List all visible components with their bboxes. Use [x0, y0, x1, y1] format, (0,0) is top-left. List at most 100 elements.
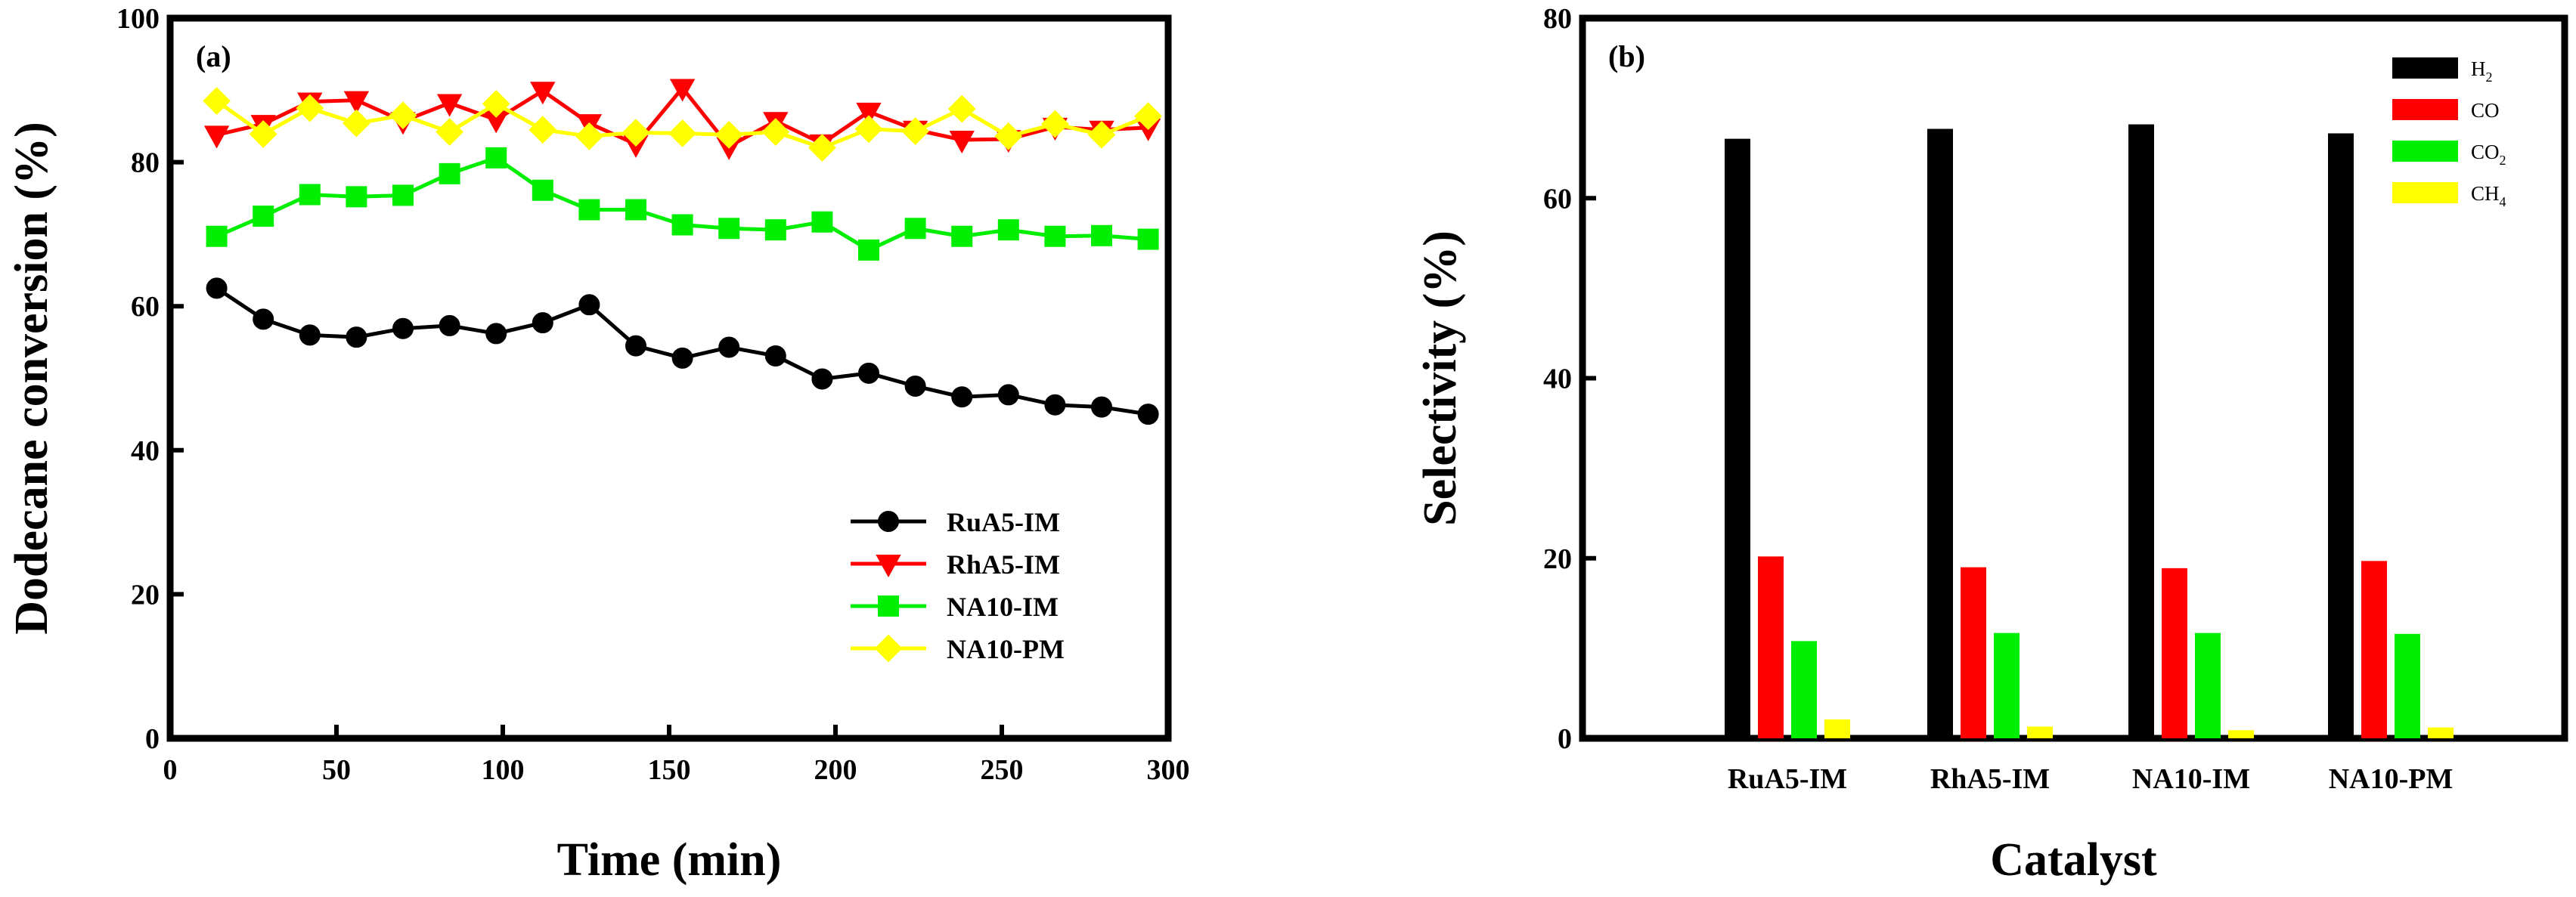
y-tick-label: 80: [131, 147, 160, 179]
data-point-rua5-im: [206, 277, 228, 299]
x-tick-label: 250: [981, 754, 1024, 786]
data-point-rua5-im: [764, 345, 786, 367]
data-point-na10-pm: [1134, 102, 1163, 131]
data-point-rua5-im: [1044, 394, 1066, 416]
data-point-rha5-im: [856, 102, 882, 125]
bar-rua5-im-h2: [1725, 138, 1750, 738]
y-tick-label: 60: [1543, 183, 1572, 215]
category-label-rha5-im: RhA5-IM: [1930, 763, 2050, 795]
bar-na10-im-ch4: [2228, 730, 2254, 738]
category-label-rua5-im: RuA5-IM: [1728, 763, 1847, 795]
y-tick-label: 20: [1543, 543, 1572, 575]
legend-label-na10-pm: NA10-PM: [947, 634, 1065, 664]
data-point-na10-im: [997, 219, 1019, 241]
data-point-rua5-im: [485, 323, 507, 345]
legend-label-rua5-im: RuA5-IM: [947, 507, 1060, 537]
data-point-na10-pm: [482, 89, 510, 118]
legend-swatch-co2: [2392, 141, 2458, 162]
data-point-na10-im: [206, 225, 228, 247]
data-point-na10-im: [346, 186, 367, 208]
data-point-rua5-im: [1137, 404, 1159, 425]
data-point-na10-im: [532, 179, 553, 201]
data-point-na10-im: [253, 206, 274, 227]
data-point-na10-im: [1137, 228, 1159, 250]
data-point-na10-im: [764, 219, 786, 241]
x-tick-label: 0: [163, 754, 178, 786]
data-point-na10-pm: [901, 117, 930, 146]
y-tick-label: 100: [116, 3, 160, 35]
x-axis-title: Catalyst: [1990, 834, 2157, 886]
legend-swatch-ch4: [2392, 182, 2458, 203]
legend-label-co: CO: [2471, 99, 2500, 122]
data-point-na10-im: [578, 199, 600, 221]
legend-label-co2: CO2: [2471, 141, 2506, 168]
data-point-na10-pm: [1040, 110, 1069, 138]
data-point-na10-im: [485, 147, 507, 169]
data-point-na10-im: [1091, 224, 1112, 246]
data-point-rua5-im: [392, 317, 414, 339]
data-point-na10-im: [439, 162, 460, 184]
legend-label-na10-im: NA10-IM: [947, 592, 1059, 622]
data-point-rua5-im: [904, 375, 926, 397]
bar-na10-im-co: [2162, 568, 2187, 738]
bar-na10-im-h2: [2128, 124, 2154, 738]
legend-swatch-co: [2392, 99, 2458, 120]
data-point-na10-im: [671, 214, 693, 236]
x-axis-title: Time (min): [557, 834, 782, 886]
legend-marker-na10-im: [878, 595, 899, 617]
x-tick-label: 150: [648, 754, 691, 786]
bar-na10-im-co2: [2195, 633, 2221, 738]
data-point-na10-pm: [854, 115, 883, 144]
data-point-rua5-im: [811, 368, 833, 390]
data-point-rua5-im: [951, 386, 973, 408]
data-point-na10-im: [858, 239, 879, 261]
data-point-rua5-im: [997, 384, 1019, 406]
legend-marker-rua5-im: [878, 511, 899, 532]
y-axis-title: Selectivity (%): [1415, 230, 1466, 526]
x-tick-label: 200: [814, 754, 857, 786]
bar-rua5-im-co2: [1791, 641, 1817, 738]
x-tick-label: 300: [1147, 754, 1190, 786]
data-point-na10-pm: [296, 94, 324, 122]
data-point-na10-pm: [389, 101, 417, 130]
bar-rua5-im-ch4: [1824, 719, 1850, 738]
legend-swatch-h2: [2392, 57, 2458, 79]
panel-a-line-chart: 0 50 100 150 200 250 300 0 20 40 60 80 100 Time (min)…: [6, 3, 1190, 886]
series-na10-im: [206, 147, 1159, 261]
data-point-rua5-im: [1091, 396, 1112, 418]
legend-label-rha5-im: RhA5-IM: [947, 549, 1060, 580]
data-point-rha5-im: [203, 125, 230, 149]
data-point-na10-im: [811, 211, 833, 233]
y-tick-label: 40: [1543, 363, 1572, 395]
bar-na10-pm-co: [2361, 561, 2387, 738]
data-point-na10-pm: [436, 118, 464, 146]
data-point-na10-pm: [249, 120, 277, 148]
data-point-na10-im: [904, 218, 926, 240]
data-point-rha5-im: [436, 94, 463, 117]
panel-b-bar-chart: 0 20 40 60 80 RuA5-IM RhA5-IM NA10-IM NA10-PM Cat…: [1415, 3, 2568, 886]
data-point-na10-im: [718, 218, 740, 240]
data-point-na10-pm: [947, 94, 976, 123]
bar-na10-pm-co2: [2395, 633, 2420, 738]
category-label-na10-im: NA10-IM: [2132, 763, 2250, 795]
series-na10-pm: [203, 87, 1163, 162]
data-point-na10-im: [299, 184, 321, 206]
data-point-rua5-im: [858, 362, 879, 384]
data-point-na10-im: [1044, 225, 1066, 247]
legend: RuA5-IM RhA5-IM NA10-IM NA10-PM: [851, 507, 1065, 664]
data-point-rua5-im: [532, 312, 553, 334]
data-point-na10-im: [951, 225, 973, 247]
data-point-na10-pm: [761, 118, 790, 146]
data-point-na10-pm: [668, 119, 697, 147]
legend-label-h2: H2: [2471, 57, 2493, 85]
series-rua5-im: [206, 277, 1159, 425]
y-tick-label: 0: [1558, 723, 1572, 755]
x-tick-label: 50: [322, 754, 351, 786]
data-point-rua5-im: [299, 324, 321, 346]
data-point-na10-pm: [1087, 120, 1116, 149]
bar-na10-pm-h2: [2328, 133, 2354, 739]
bar-rua5-im-co: [1758, 556, 1784, 738]
category-label-na10-pm: NA10-PM: [2329, 763, 2454, 795]
data-point-rua5-im: [578, 294, 600, 316]
